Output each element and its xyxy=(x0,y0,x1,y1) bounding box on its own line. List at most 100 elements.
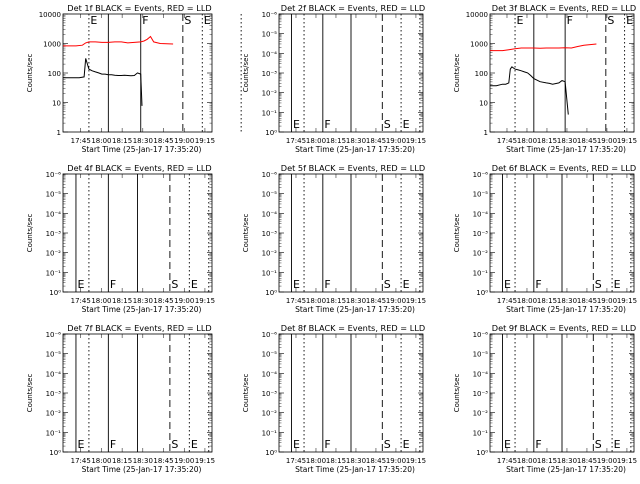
y-tick-label: 10⁻⁶ xyxy=(46,171,62,179)
y-axis-label: Counts/sec xyxy=(453,214,461,253)
x-tick-label: 18:30 xyxy=(346,137,366,145)
x-tick-label: 18:00 xyxy=(517,457,537,465)
x-tick-label: 18:00 xyxy=(517,297,537,305)
marker-label: S xyxy=(384,118,391,131)
y-axis-label: Counts/sec xyxy=(242,374,250,413)
marker-label: E xyxy=(504,438,511,451)
marker-label: S xyxy=(184,14,191,27)
marker-label: E xyxy=(614,278,621,291)
y-tick-label: 10⁻⁴ xyxy=(46,210,62,218)
x-tick-label: 19:00 xyxy=(174,457,194,465)
x-tick-label: 19:15 xyxy=(406,137,426,145)
y-tick-label: 10⁻³ xyxy=(473,390,489,398)
marker-label: E xyxy=(90,14,97,27)
x-axis-label: Start Time (25-Jan-17 17:35:20) xyxy=(506,465,626,474)
x-tick-label: 19:00 xyxy=(386,297,406,305)
y-tick-label: 10⁰ xyxy=(49,289,61,297)
y-tick-label: 10⁻⁴ xyxy=(262,370,278,378)
x-tick-label: 18:45 xyxy=(366,297,386,305)
x-tick-label: 18:30 xyxy=(557,457,577,465)
x-tick-label: 18:00 xyxy=(306,297,326,305)
series-events-line xyxy=(490,66,569,115)
y-tick-label: 10⁻¹ xyxy=(473,429,489,437)
x-tick-label: 19:15 xyxy=(617,137,637,145)
x-tick-label: 18:15 xyxy=(112,457,132,465)
x-tick-label: 18:45 xyxy=(153,297,173,305)
y-tick-label: 10⁻¹ xyxy=(262,269,278,277)
y-tick-label: 10⁻⁴ xyxy=(473,210,489,218)
x-axis-label: Start Time (25-Jan-17 17:35:20) xyxy=(295,145,415,154)
marker-label: S xyxy=(171,278,178,291)
x-tick-label: 18:15 xyxy=(326,297,346,305)
x-tick-label: 19:15 xyxy=(617,297,637,305)
y-axis-label: Counts/sec xyxy=(453,54,461,93)
x-tick-label: 18:00 xyxy=(306,137,326,145)
x-tick-label: 19:00 xyxy=(597,297,617,305)
y-tick-label: 1 xyxy=(57,129,61,137)
marker-label: S xyxy=(384,438,391,451)
x-axis-label: Start Time (25-Jan-17 17:35:20) xyxy=(82,145,202,154)
marker-label: F xyxy=(324,278,330,291)
marker-label: E xyxy=(403,438,410,451)
marker-label: S xyxy=(384,278,391,291)
y-tick-label: 10⁻⁵ xyxy=(46,351,62,359)
marker-label: F xyxy=(567,14,573,27)
marker-label: E xyxy=(403,278,410,291)
detector-panel-4: Det 4f BLACK = Events, RED = LLD 10⁰ 10⁻¹ 1… xyxy=(26,163,215,314)
y-axis-label: Counts/sec xyxy=(242,214,250,253)
y-tick-label: 10⁻¹ xyxy=(473,269,489,277)
y-tick-label: 10⁻⁶ xyxy=(46,331,62,339)
detector-panel-7: Det 7f BLACK = Events, RED = LLD 10⁰ 10⁻¹ 1… xyxy=(26,323,215,474)
marker-label: S xyxy=(607,14,614,27)
x-tick-label: 19:15 xyxy=(406,297,426,305)
detector-panel-1: Det 1f BLACK = Events, RED = LLD 1 10 100 10… xyxy=(26,3,242,154)
x-axis-label: Start Time (25-Jan-17 17:35:20) xyxy=(82,465,202,474)
x-tick-label: 18:45 xyxy=(577,297,597,305)
x-tick-label: 18:15 xyxy=(537,457,557,465)
x-tick-label: 19:00 xyxy=(386,457,406,465)
marker-label: E xyxy=(626,14,633,27)
x-tick-label: 17:45 xyxy=(497,297,517,305)
y-tick-label: 1000 xyxy=(43,41,61,49)
x-tick-label: 19:00 xyxy=(174,297,194,305)
x-tick-label: 18:15 xyxy=(537,297,557,305)
series-events-line xyxy=(63,58,143,106)
marker-label: F xyxy=(110,278,116,291)
y-axis-label: Counts/sec xyxy=(242,54,250,93)
y-tick-label: 10⁻⁴ xyxy=(46,370,62,378)
x-tick-label: 17:45 xyxy=(286,297,306,305)
x-tick-label: 17:45 xyxy=(497,137,517,145)
detector-panel-9: Det 9f BLACK = Events, RED = LLD 10⁰ 10⁻¹ 1… xyxy=(453,323,637,474)
marker-label: F xyxy=(324,438,330,451)
x-tick-label: 18:30 xyxy=(133,457,153,465)
y-tick-label: 100 xyxy=(48,70,61,78)
y-tick-label: 10⁻³ xyxy=(46,230,62,238)
plot-frame xyxy=(489,13,635,133)
y-tick-label: 10⁻¹ xyxy=(262,429,278,437)
x-tick-label: 18:45 xyxy=(153,457,173,465)
x-tick-label: 19:15 xyxy=(195,297,215,305)
x-tick-label: 18:00 xyxy=(306,457,326,465)
marker-label: F xyxy=(324,118,330,131)
marker-label: E xyxy=(517,14,524,27)
x-tick-label: 19:00 xyxy=(597,137,617,145)
marker-label: F xyxy=(535,438,541,451)
y-axis-label: Counts/sec xyxy=(26,214,34,253)
y-tick-label: 10⁻⁴ xyxy=(262,210,278,218)
y-tick-label: 10⁻⁵ xyxy=(262,351,278,359)
y-tick-label: 10⁰ xyxy=(265,449,277,457)
marker-label: F xyxy=(142,14,148,27)
panel-title: Det 4f BLACK = Events, RED = LLD xyxy=(67,163,211,173)
y-tick-label: 100 xyxy=(475,70,488,78)
y-tick-label: 10⁻⁴ xyxy=(473,370,489,378)
y-tick-label: 10⁻¹ xyxy=(46,429,62,437)
x-tick-label: 19:00 xyxy=(597,457,617,465)
x-tick-label: 17:45 xyxy=(286,137,306,145)
x-tick-label: 18:30 xyxy=(346,457,366,465)
y-tick-label: 10⁻⁵ xyxy=(262,31,278,39)
panel-title: Det 3f BLACK = Events, RED = LLD xyxy=(492,3,636,13)
x-tick-label: 18:00 xyxy=(91,457,111,465)
y-tick-label: 10⁻³ xyxy=(473,230,489,238)
y-tick-label: 10⁰ xyxy=(265,129,277,137)
